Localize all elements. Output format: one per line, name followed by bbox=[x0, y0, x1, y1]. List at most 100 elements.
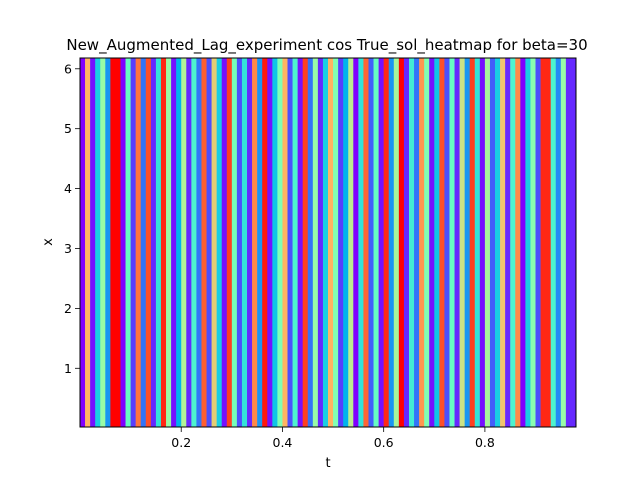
heatmap-band bbox=[267, 58, 273, 427]
heatmap-band bbox=[520, 58, 526, 427]
x-axis-ticks: 0.2 0.4 0.6 0.8 bbox=[171, 427, 495, 450]
heatmap-band bbox=[211, 58, 217, 427]
heatmap-band bbox=[439, 58, 445, 427]
heatmap-band bbox=[226, 58, 233, 427]
heatmap-band bbox=[257, 58, 263, 427]
heatmap-band bbox=[434, 58, 440, 427]
heatmap-band bbox=[530, 58, 536, 427]
heatmap-band bbox=[262, 58, 268, 427]
heatmap-band bbox=[419, 58, 425, 427]
heatmap-band bbox=[383, 58, 390, 427]
heatmap-band bbox=[241, 58, 248, 427]
heatmap-band bbox=[408, 58, 415, 427]
heatmap-band bbox=[363, 58, 369, 427]
heatmap-band bbox=[150, 58, 157, 427]
heatmap-band bbox=[176, 58, 182, 427]
heatmap-band bbox=[510, 58, 516, 427]
heatmap-band bbox=[191, 58, 197, 427]
y-tick-label: 6 bbox=[64, 61, 72, 76]
y-tick-label: 1 bbox=[64, 361, 72, 376]
y-axis-label: x bbox=[41, 238, 56, 246]
y-tick-label: 3 bbox=[64, 241, 72, 256]
heatmap-band bbox=[459, 58, 465, 427]
x-tick-label: 0.2 bbox=[171, 435, 191, 450]
y-tick-label: 2 bbox=[64, 301, 72, 316]
heatmap-band bbox=[515, 58, 521, 427]
heatmap-band bbox=[186, 58, 192, 427]
heatmap-band bbox=[130, 58, 136, 427]
y-tick-label: 5 bbox=[64, 121, 72, 136]
x-tick-label: 0.8 bbox=[475, 435, 495, 450]
heatmap-band bbox=[216, 58, 223, 427]
heatmap-band bbox=[479, 58, 486, 427]
heatmap-band bbox=[484, 58, 491, 427]
heatmap-band bbox=[495, 58, 501, 427]
heatmap-band bbox=[469, 58, 476, 427]
heatmap-band bbox=[489, 58, 496, 427]
heatmap-band bbox=[500, 58, 506, 427]
heatmap-band bbox=[388, 58, 395, 427]
y-axis-ticks: 1 2 3 4 5 6 bbox=[64, 61, 80, 376]
heatmap-band bbox=[171, 58, 177, 427]
heatmap-band bbox=[414, 58, 420, 427]
heatmap-band bbox=[145, 58, 152, 427]
heatmap-band bbox=[317, 58, 324, 427]
heatmap-band bbox=[231, 58, 238, 427]
heatmap-band bbox=[80, 58, 86, 427]
heatmap-band bbox=[535, 58, 541, 427]
heatmap-band bbox=[155, 58, 162, 427]
heatmap-band bbox=[307, 58, 314, 427]
heatmap-band bbox=[181, 58, 187, 427]
heatmap-band bbox=[338, 58, 344, 427]
heatmap-band bbox=[449, 58, 455, 427]
heatmap-band bbox=[393, 58, 400, 427]
heatmap-band bbox=[160, 58, 167, 427]
heatmap-bands bbox=[80, 58, 577, 427]
heatmap-band bbox=[272, 58, 278, 427]
heatmap-band bbox=[454, 58, 460, 427]
heatmap-band bbox=[353, 58, 359, 427]
heatmap-band bbox=[348, 58, 354, 427]
heatmap-band bbox=[378, 58, 384, 427]
heatmap-band bbox=[403, 58, 410, 427]
heatmap-band bbox=[444, 58, 450, 427]
heatmap-band bbox=[247, 58, 253, 427]
heatmap-band bbox=[525, 58, 531, 427]
heatmap-band bbox=[100, 58, 106, 427]
heatmap-band bbox=[464, 58, 471, 427]
heatmap-band bbox=[333, 58, 339, 427]
x-axis-label: t bbox=[325, 456, 330, 471]
heatmap-band bbox=[373, 58, 379, 427]
heatmap-band bbox=[287, 58, 293, 427]
heatmap-band bbox=[555, 58, 562, 427]
heatmap-band bbox=[474, 58, 481, 427]
heatmap-band bbox=[206, 58, 212, 427]
heatmap-band bbox=[565, 58, 577, 427]
heatmap-band bbox=[322, 58, 329, 427]
heatmap-band bbox=[312, 58, 319, 427]
heatmap-band bbox=[105, 58, 111, 427]
heatmap-band bbox=[358, 58, 364, 427]
heatmap-band bbox=[292, 58, 298, 427]
plot-frame bbox=[79, 57, 577, 428]
heatmap-band bbox=[297, 58, 303, 427]
heatmap-band bbox=[252, 58, 258, 427]
x-tick-label: 0.6 bbox=[374, 435, 394, 450]
heatmap-band bbox=[505, 58, 511, 427]
heatmap-band bbox=[166, 58, 172, 427]
heatmap-band bbox=[135, 58, 142, 427]
heatmap-band bbox=[282, 58, 288, 427]
heatmap-band bbox=[429, 58, 435, 427]
heatmap-band bbox=[328, 58, 334, 427]
heatmap-band bbox=[90, 58, 96, 427]
heatmap-band bbox=[302, 58, 309, 427]
heatmap-band bbox=[110, 58, 121, 427]
chart-title: New_Augmented_Lag_experiment cos True_so… bbox=[66, 36, 587, 55]
heatmap-band bbox=[540, 58, 551, 427]
heatmap-band bbox=[398, 58, 405, 427]
heatmap-band bbox=[196, 58, 202, 427]
heatmap-band bbox=[140, 58, 147, 427]
heatmap-band bbox=[550, 58, 557, 427]
heatmap-band bbox=[424, 58, 430, 427]
